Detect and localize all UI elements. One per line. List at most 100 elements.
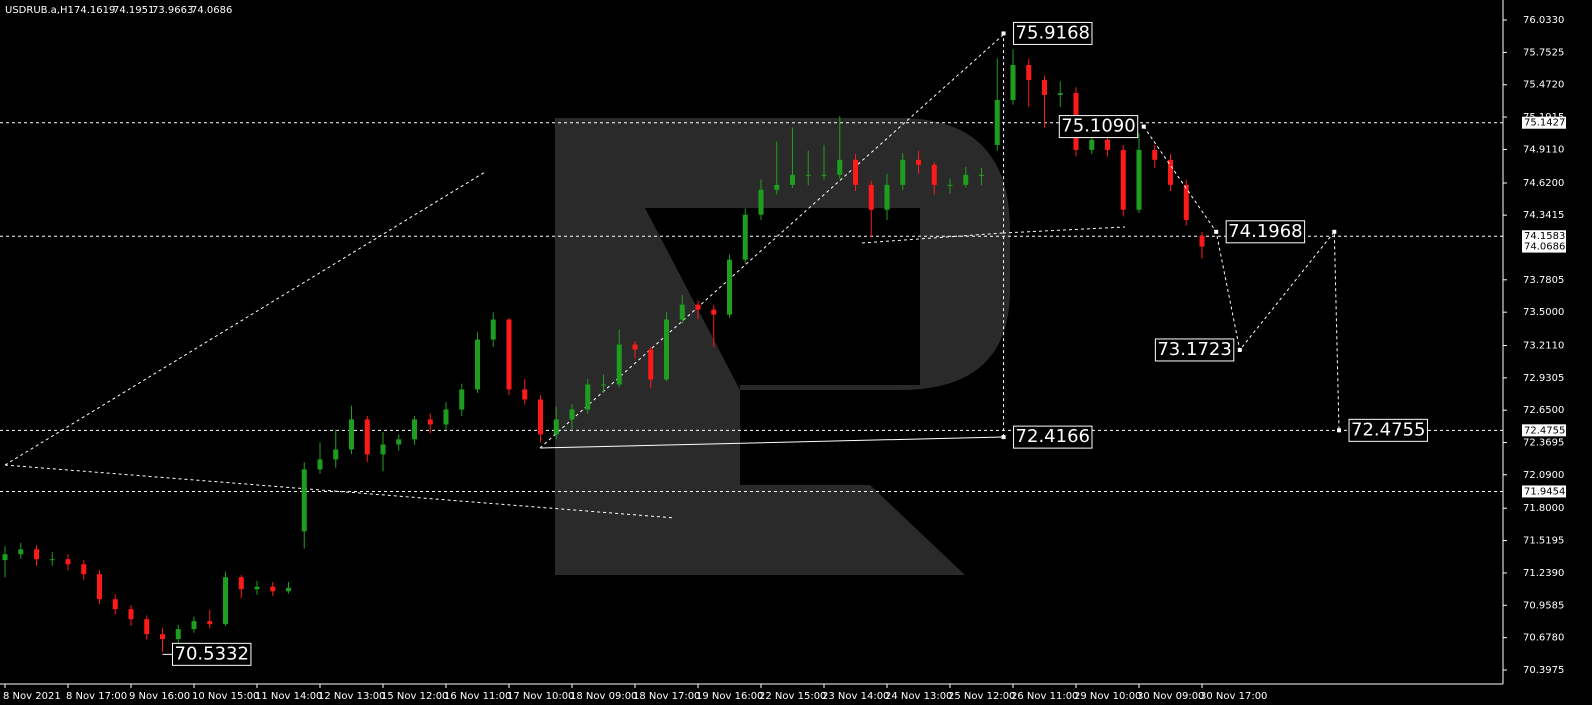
candle-body [301,469,307,532]
candle-body [333,449,339,460]
y-tick-label: 70.9585 [1523,600,1564,611]
candle-body [569,409,575,420]
x-tick-label: 30 Nov 17:00 [1200,691,1267,702]
candle-body [884,184,890,210]
y-tick-label: 70.6780 [1523,633,1564,644]
y-tick-label: 73.7805 [1523,275,1564,286]
candle-body [837,159,843,175]
candle-body [270,586,276,592]
level-box [1522,116,1566,129]
label-box [1058,115,1139,139]
candle-body [727,259,732,315]
y-tick-label: 73.2110 [1523,340,1564,351]
label-box [1154,338,1235,362]
candle-body [112,599,118,610]
x-tick-label: 17 Nov 10:00 [507,691,574,702]
x-tick-label: 10 Nov 15:00 [192,691,259,702]
candle-body [286,587,291,592]
candle-body [774,184,780,190]
x-tick-label: 8 Nov 17:00 [66,691,127,702]
forecast-line [1143,126,1340,431]
candle-body [1105,139,1110,150]
candle-body [585,384,591,410]
point-marker [1214,229,1219,234]
forecast-label: 75.1090 [1061,116,1135,137]
candle-body [632,344,638,350]
x-tick-label: 12 Nov 13:00 [318,691,385,702]
y-tick-label: 73.5000 [1523,307,1564,318]
low-label: 70.5332 [175,643,249,664]
price-label: 74.0686 [1524,242,1565,253]
y-tick-label: 74.9110 [1523,144,1564,155]
candle-body [522,389,528,400]
header-close: 74.0686 [191,5,232,16]
candle-body [947,184,953,186]
point-marker [1001,31,1006,36]
candle-body [1199,235,1205,247]
y-tick-label: 72.0900 [1523,470,1564,481]
x-tick-label: 26 Nov 11:00 [1011,691,1078,702]
level-box [1522,424,1566,437]
candle-body [459,389,465,410]
candle-body [979,174,984,176]
candle-body [18,549,24,555]
y-tick-label: 75.4720 [1523,80,1564,91]
candle-body [931,164,937,185]
y-tick-label: 71.8000 [1523,503,1564,514]
candle-body [2,554,8,561]
y-tick-label: 74.6200 [1523,178,1564,189]
y-tick-label: 71.5195 [1523,536,1564,547]
y-tick-label: 76.0330 [1523,15,1564,26]
header-open: 74.1619 [74,5,115,16]
header-low: 73.9663 [152,5,193,16]
candle-body [900,159,906,185]
candle-body [34,549,39,560]
candle-body [821,174,827,176]
y-tick-label: 75.7525 [1523,47,1564,58]
candle-body [443,409,449,425]
candle-body [349,419,354,450]
forecast-label: 74.1968 [1228,221,1302,242]
candle-body [81,564,87,575]
candle-body [207,621,213,625]
candle-body [317,459,323,470]
forecast-label: 72.4755 [1351,419,1425,440]
forecast-label: 73.1723 [1157,339,1231,360]
projection-label: 75.9168 [1016,22,1090,43]
candle-body [1089,139,1095,150]
y-tick-label: 72.3695 [1523,438,1564,449]
price-box [1522,240,1566,253]
candle-body [175,629,181,640]
candle-body [1120,149,1126,210]
candle-body [396,439,402,445]
candle-body [160,634,165,640]
candle-body [916,159,921,165]
projection-label: 72.4166 [1016,426,1090,447]
trend-line [1002,226,1126,234]
candle-body [853,159,858,185]
candle-body [1168,159,1173,185]
symbol: USDRUB.a,H1 [5,5,74,16]
x-tick-label: 18 Nov 09:00 [570,691,637,702]
candle-body [758,189,764,215]
candle-body [475,339,480,390]
candle-body [490,319,496,340]
label-box [172,642,252,666]
candle-body [1136,149,1142,210]
level-label: 75.1427 [1524,118,1565,129]
level-label: 74.1583 [1524,231,1565,242]
x-tick-label: 22 Nov 15:00 [759,691,826,702]
trend-line [539,436,1004,449]
point-marker [1337,428,1342,433]
candle-body [994,99,1000,145]
candle-body [538,399,543,435]
x-tick-label: 30 Nov 09:00 [1137,691,1204,702]
candle-body [191,621,197,630]
x-tick-label: 11 Nov 14:00 [255,691,322,702]
candle-body [711,309,717,315]
candle-body [49,559,55,561]
x-tick-label: 16 Nov 11:00 [444,691,511,702]
label-box [1013,425,1093,449]
candle-body [679,304,685,320]
